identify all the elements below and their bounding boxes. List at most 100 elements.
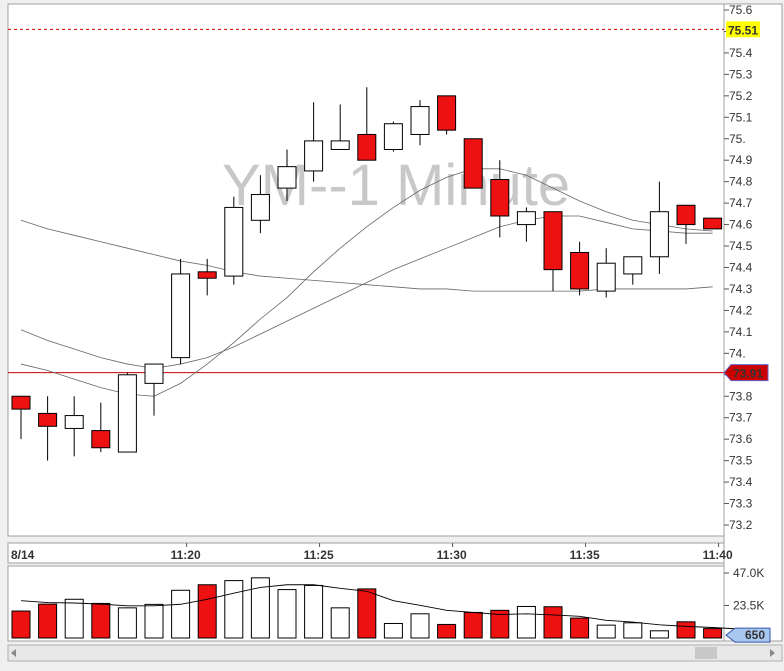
horizontal-scrollbar[interactable] [7, 644, 783, 662]
candle-body [304, 140, 324, 172]
volume-bar [649, 630, 669, 639]
candle-body [383, 123, 403, 150]
candle-body [91, 430, 111, 449]
price-tick-label: 74. [729, 346, 746, 360]
time-tick-label: 11:40 [703, 548, 733, 562]
time-tick-label: 11:35 [570, 548, 600, 562]
volume-bar [304, 584, 324, 639]
date-label: 8/14 [11, 548, 35, 562]
time-tick-label: 11:30 [437, 548, 467, 562]
volume-moving-average-line [20, 584, 740, 630]
time-tick-label: 11:25 [304, 548, 334, 562]
price-tick-label: 74.8 [729, 175, 753, 189]
price-tick-label: 75.3 [729, 67, 753, 81]
price-tick-label: 75.6 [729, 3, 753, 17]
volume-bar [490, 609, 510, 639]
volume-tick-label: 23.5K [733, 599, 764, 613]
candle-body [596, 262, 616, 292]
candle-body [277, 166, 297, 189]
price-tick-label: 75.4 [729, 46, 753, 60]
volume-bar [623, 622, 643, 639]
candle-body [171, 273, 191, 359]
volume-bar [250, 577, 270, 639]
candle-body [516, 211, 536, 226]
candle-body [11, 395, 31, 410]
volume-bar [197, 584, 217, 639]
volume-bar [516, 605, 536, 639]
scroll-right-arrow-icon[interactable] [770, 649, 775, 657]
price-tick-label: 73.8 [729, 389, 753, 403]
candle-body [64, 415, 84, 429]
volume-bar [117, 607, 137, 639]
price-tick-label: 74.7 [729, 196, 753, 210]
volume-bar [437, 623, 457, 639]
price-tick-label: 73.5 [729, 454, 753, 468]
moving-average-line [20, 215, 713, 369]
candle-body [410, 106, 430, 135]
candle-body [490, 179, 510, 217]
volume-bar [144, 603, 164, 639]
candle-body [38, 412, 58, 427]
volume-bar [596, 624, 616, 639]
volume-last-label: 650 [745, 628, 765, 642]
candle-body [250, 194, 270, 221]
price-tick-label: 74.5 [729, 239, 753, 253]
candle-body [330, 140, 350, 150]
price-tick-label: 75.2 [729, 89, 753, 103]
reference-label: 75.51 [728, 23, 758, 37]
price-axis-panel [723, 3, 783, 642]
price-tick-label: 74.2 [729, 303, 753, 317]
price-tick-label: 73.7 [729, 411, 753, 425]
scroll-left-arrow-icon[interactable] [11, 649, 16, 657]
volume-bar [171, 589, 191, 639]
scrollbar-thumb[interactable] [695, 647, 717, 659]
price-tick-label: 74.1 [729, 325, 753, 339]
price-tick-label: 73.3 [729, 497, 753, 511]
reference-label: 73.91 [733, 367, 763, 381]
volume-bar [330, 607, 350, 639]
volume-bar [277, 589, 297, 639]
volume-bar [38, 603, 58, 639]
candle-body [437, 95, 457, 131]
candle-body [224, 206, 244, 277]
price-tick-label: 74.3 [729, 282, 753, 296]
volume-bar [676, 621, 696, 639]
volume-tick-label: 47.0K [733, 566, 764, 580]
time-axis-panel [7, 542, 725, 564]
candle-body [703, 217, 723, 230]
time-tick-label: 11:20 [171, 548, 201, 562]
price-tick-label: 74.4 [729, 261, 753, 275]
candle-body [623, 256, 643, 275]
candle-body [463, 138, 483, 189]
candle-body [144, 363, 164, 384]
volume-bar [543, 606, 563, 639]
price-tick-label: 73.2 [729, 518, 753, 532]
volume-bar [703, 628, 723, 639]
price-tick-label: 73.6 [729, 432, 753, 446]
volume-bar [11, 610, 31, 639]
candle-body [570, 251, 590, 290]
volume-bar [224, 580, 244, 639]
volume-bar [64, 598, 84, 639]
chart-title-watermark: YM--1 Minute [222, 153, 570, 218]
price-tick-label: 75. [729, 132, 746, 146]
price-tick-label: 74.6 [729, 218, 753, 232]
candle-body [649, 211, 669, 258]
volume-last-badge [725, 627, 771, 643]
volume-bar [91, 602, 111, 639]
candle-body [357, 133, 377, 161]
price-panel[interactable] [7, 3, 725, 537]
volume-bar [463, 611, 483, 639]
candle-body [117, 374, 137, 453]
volume-bar [383, 622, 403, 639]
candle-body [676, 204, 696, 226]
candle-body [197, 271, 217, 279]
price-tick-label: 74.9 [729, 153, 753, 167]
candle-body [543, 211, 563, 271]
price-tick-label: 73.4 [729, 475, 753, 489]
volume-bar [570, 617, 590, 639]
volume-bar [357, 588, 377, 639]
price-tick-label: 75.1 [729, 110, 753, 124]
